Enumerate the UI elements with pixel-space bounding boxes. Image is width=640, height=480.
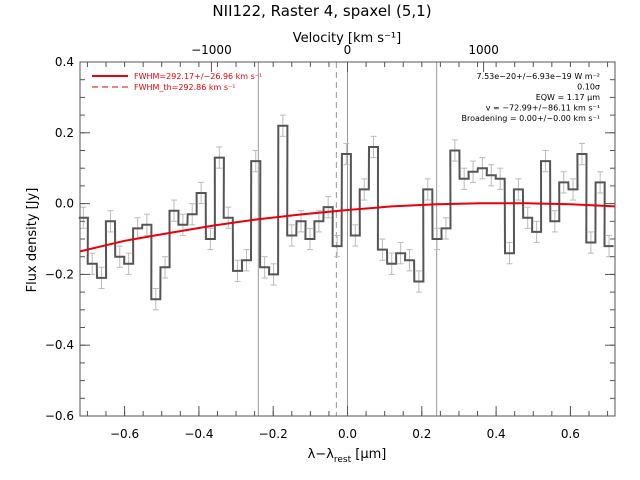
x-tick-label: 0.6 bbox=[561, 427, 580, 441]
y-tick-label: −0.4 bbox=[45, 338, 74, 352]
top-axis-label: Velocity [km s⁻¹] bbox=[293, 31, 401, 46]
annotation-text: v = −72.99+/−86.11 km s⁻¹ bbox=[486, 104, 600, 113]
x-axis-label: λ−λrest [μm] bbox=[308, 447, 387, 465]
chart-title: NII122, Raster 4, spaxel (5,1) bbox=[212, 2, 431, 20]
annotation-text: 7.53e−20+/−6.93e−19 W m⁻² bbox=[476, 72, 600, 81]
plot-area: −0.6 −0.4 −0.2 0.0 0.2 0.4 0.6 −1000 0 1000 −0.6 −0… bbox=[45, 43, 616, 441]
x-tick-label: 0.4 bbox=[487, 427, 506, 441]
fit-curve bbox=[79, 202, 616, 253]
y-tick-label: 0.0 bbox=[55, 197, 74, 211]
y-axis-label: Flux density [Jy] bbox=[25, 188, 40, 293]
x-tick-label: 0.0 bbox=[338, 427, 357, 441]
x-tick-label: −0.4 bbox=[184, 427, 213, 441]
x-axis-label-unit: [μm] bbox=[351, 447, 386, 462]
y-tick-label: 0.2 bbox=[55, 126, 74, 140]
x-axis-label-main: λ−λ bbox=[308, 447, 335, 462]
annotation-text: EQW = 1.17 μm bbox=[536, 93, 600, 102]
y-tick-label: −0.6 bbox=[45, 409, 74, 423]
top-tick-label: 0 bbox=[344, 43, 352, 57]
legend-label: FWHM=292.17+/−26.96 km s⁻¹ bbox=[134, 72, 262, 81]
legend-label: FWHM_th=292.86 km s⁻¹ bbox=[134, 83, 235, 92]
annotation-text: 0.10σ bbox=[577, 83, 600, 92]
annotation-text: Broadening = 0.00+/−0.00 km s⁻¹ bbox=[462, 114, 600, 123]
x-tick-label: −0.2 bbox=[259, 427, 288, 441]
x-tick-label: −0.6 bbox=[110, 427, 139, 441]
x-axis-label-sub: rest bbox=[334, 455, 352, 465]
y-tick-label: 0.4 bbox=[55, 55, 74, 69]
top-tick-label: −1000 bbox=[191, 43, 232, 57]
y-tick-label: −0.2 bbox=[45, 267, 74, 281]
x-tick-label: 0.2 bbox=[412, 427, 431, 441]
top-tick-label: 1000 bbox=[468, 43, 499, 57]
